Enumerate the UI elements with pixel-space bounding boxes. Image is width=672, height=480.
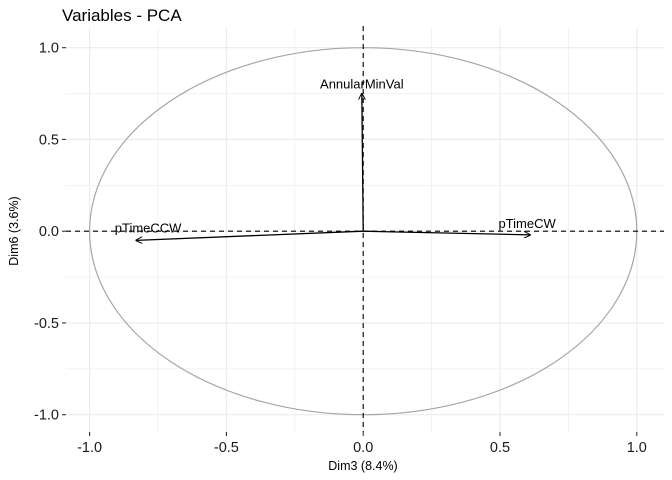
- y-axis: -1.0 -0.5 0.0 0.5 1.0: [34, 41, 66, 424]
- y-tick-label: 0.5: [39, 132, 59, 148]
- variable-labels: AnnularMinVal pTimeCCW pTimeCW: [115, 77, 557, 236]
- x-tick-label: -1.0: [77, 440, 102, 456]
- x-tick-label: -0.5: [214, 440, 239, 456]
- arrow-ptimecw: [363, 230, 530, 235]
- label-annularminval: AnnularMinVal: [320, 77, 404, 92]
- y-tick-label: 0.0: [39, 224, 59, 240]
- x-tick-label: 1.0: [627, 440, 647, 456]
- label-ptimecw: pTimeCW: [498, 216, 556, 231]
- x-axis: -1.0 -0.5 0.0 0.5 1.0: [77, 432, 647, 456]
- x-axis-title: Dim3 (8.4%): [328, 459, 397, 473]
- arrow-annularminval: [362, 94, 363, 232]
- y-tick-label: -0.5: [34, 316, 59, 332]
- arrow-ptimeccw: [136, 230, 364, 240]
- label-ptimeccw: pTimeCCW: [115, 220, 182, 235]
- variable-arrows: [136, 94, 530, 241]
- y-tick-label: -1.0: [34, 408, 59, 424]
- x-tick-label: 0.0: [353, 440, 373, 456]
- x-tick-label: 0.5: [490, 440, 510, 456]
- y-axis-title: Dim6 (3.6%): [7, 196, 21, 265]
- y-tick-label: 1.0: [39, 41, 59, 57]
- chart-title: Variables - PCA: [62, 6, 182, 25]
